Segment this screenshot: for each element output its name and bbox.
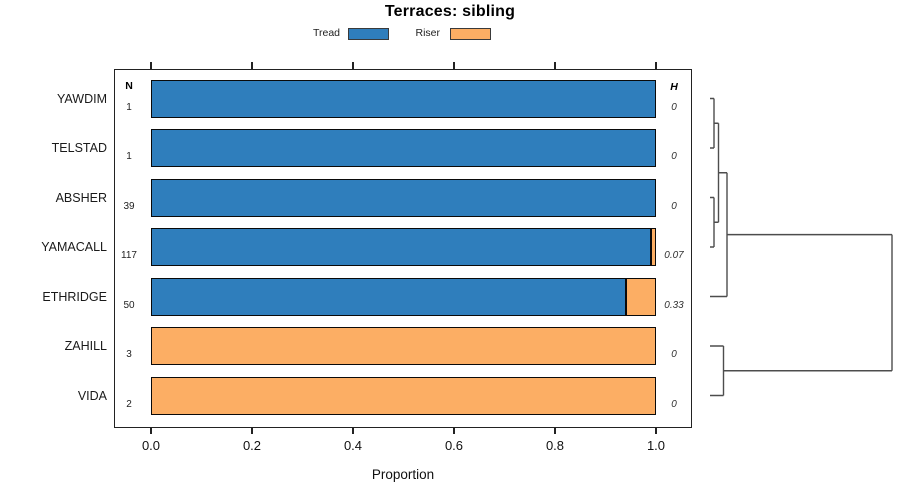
n-value: 1 xyxy=(126,101,132,113)
h-column-header: H xyxy=(670,81,678,93)
category-label: YAMACALL xyxy=(41,240,107,254)
x-tick-label: 0.0 xyxy=(141,438,161,453)
x-tick-top xyxy=(453,62,455,69)
x-tick-top xyxy=(554,62,556,69)
bar-segment-tread xyxy=(151,277,626,316)
legend-swatch-tread xyxy=(348,27,389,40)
x-tick-top xyxy=(251,62,253,69)
n-value: 117 xyxy=(121,250,137,261)
x-axis-title: Proportion xyxy=(371,467,435,482)
category-label: VIDA xyxy=(77,388,107,403)
legend-label-tread: Tread xyxy=(312,27,340,39)
category-label: ZAHILL xyxy=(64,339,107,353)
n-value: 50 xyxy=(123,299,135,311)
n-value: 1 xyxy=(126,151,132,162)
x-tick-top xyxy=(655,62,657,69)
x-tick xyxy=(655,427,657,434)
legend: Tread Riser xyxy=(0,27,900,41)
x-tick xyxy=(352,427,354,434)
bar-segment-riser xyxy=(625,277,656,316)
h-value: 0.33 xyxy=(664,299,684,311)
n-value: 2 xyxy=(126,398,132,410)
category-label: YAWDIM xyxy=(57,91,107,106)
legend-swatch-riser xyxy=(450,27,491,40)
x-tick-label: 0.8 xyxy=(545,438,565,453)
category-label: ABSHER xyxy=(55,190,107,205)
x-tick xyxy=(251,427,253,434)
h-value: 0 xyxy=(671,151,677,162)
n-column-header: N xyxy=(125,80,133,92)
x-tick-label: 0.4 xyxy=(343,438,363,453)
x-tick-top xyxy=(352,62,354,69)
x-tick-label: 1.0 xyxy=(646,438,666,453)
bar-segment-tread xyxy=(151,228,651,266)
bar-segment-riser xyxy=(650,228,656,266)
h-value: 0 xyxy=(671,101,677,113)
h-value: 0 xyxy=(671,398,677,410)
category-label: ETHRIDGE xyxy=(42,289,107,304)
category-label: TELSTAD xyxy=(51,141,107,155)
bar-segment-riser xyxy=(151,376,656,415)
x-tick xyxy=(554,427,556,434)
plot-frame xyxy=(113,68,692,428)
bar-segment-tread xyxy=(151,178,656,217)
bar-segment-riser xyxy=(151,327,656,365)
h-value: 0 xyxy=(671,200,677,212)
x-tick-label: 0.2 xyxy=(242,438,262,453)
bar-segment-tread xyxy=(151,79,656,118)
bar-segment-tread xyxy=(151,129,656,167)
h-value: 0 xyxy=(671,349,677,360)
x-tick-top xyxy=(150,62,152,69)
x-tick xyxy=(453,427,455,434)
legend-label-riser: Riser xyxy=(415,27,440,39)
x-tick-label: 0.6 xyxy=(444,438,464,453)
n-value: 3 xyxy=(126,349,132,360)
n-value: 39 xyxy=(123,200,135,212)
h-value: 0.07 xyxy=(664,250,684,261)
chart-title: Terraces: sibling xyxy=(384,3,516,20)
x-tick xyxy=(150,427,152,434)
